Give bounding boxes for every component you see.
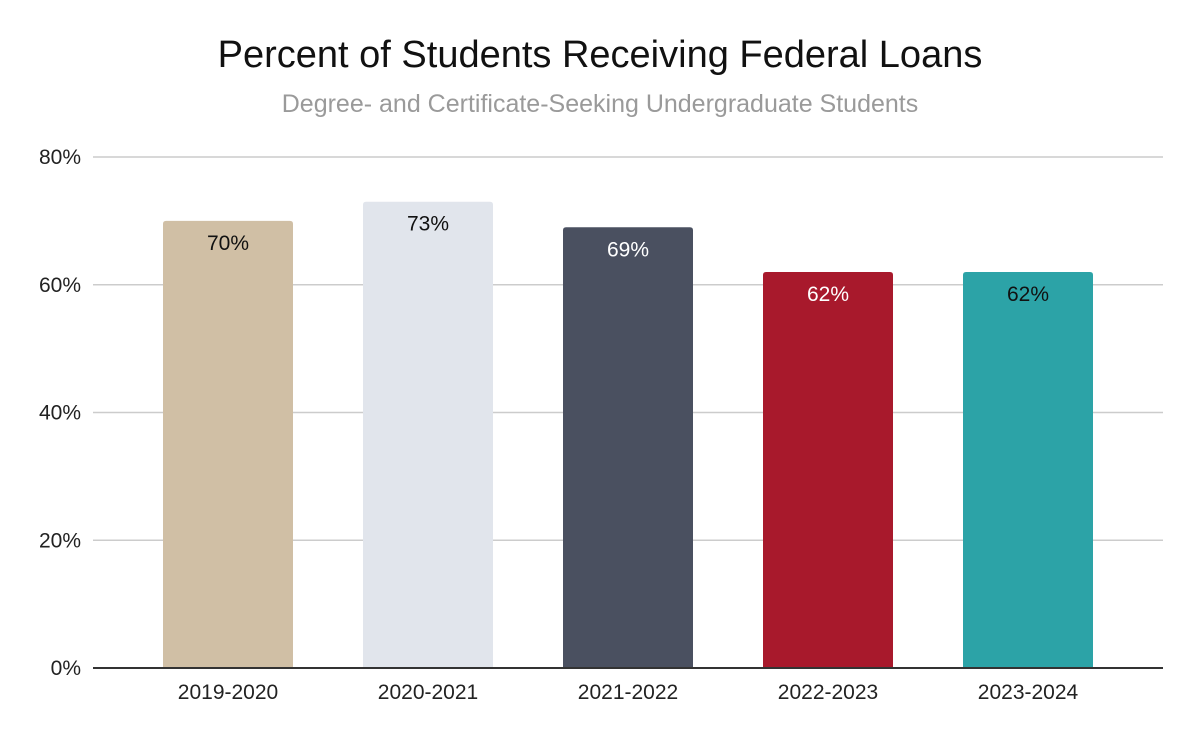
bar-2022-2023 bbox=[763, 271, 893, 668]
y-tick-label: 20% bbox=[39, 529, 81, 552]
bar-2023-2024 bbox=[963, 271, 1093, 668]
chart-title: Percent of Students Receiving Federal Lo… bbox=[217, 34, 983, 76]
x-tick-label: 2023-2024 bbox=[978, 681, 1079, 704]
x-axis-ticks: 2019-2020 2020-2021 2021-2022 2022-2023 2023… bbox=[178, 681, 1079, 704]
x-tick-label: 2020-2021 bbox=[378, 681, 478, 704]
y-axis-ticks: 0% 20% 40% 60% 80% bbox=[39, 146, 81, 680]
data-label: 62% bbox=[1007, 283, 1049, 306]
y-tick-label: 40% bbox=[39, 402, 81, 425]
y-tick-label: 0% bbox=[51, 657, 81, 680]
y-tick-label: 60% bbox=[39, 274, 81, 297]
chart-subtitle: Degree- and Certificate-Seeking Undergra… bbox=[281, 90, 919, 118]
bar-2021-2022 bbox=[563, 227, 693, 668]
y-tick-label: 80% bbox=[39, 146, 81, 169]
bar-2020-2021 bbox=[363, 201, 493, 668]
x-tick-label: 2021-2022 bbox=[578, 681, 678, 704]
data-label: 73% bbox=[407, 213, 449, 236]
bars bbox=[163, 201, 1093, 668]
x-tick-label: 2022-2023 bbox=[778, 681, 878, 704]
data-labels: 70% 73% 69% 62% 62% bbox=[207, 213, 1049, 306]
data-label: 70% bbox=[207, 232, 249, 255]
data-label: 69% bbox=[607, 238, 649, 261]
bar-2019-2020 bbox=[163, 220, 293, 668]
data-label: 62% bbox=[807, 283, 849, 306]
x-tick-label: 2019-2020 bbox=[178, 681, 278, 704]
